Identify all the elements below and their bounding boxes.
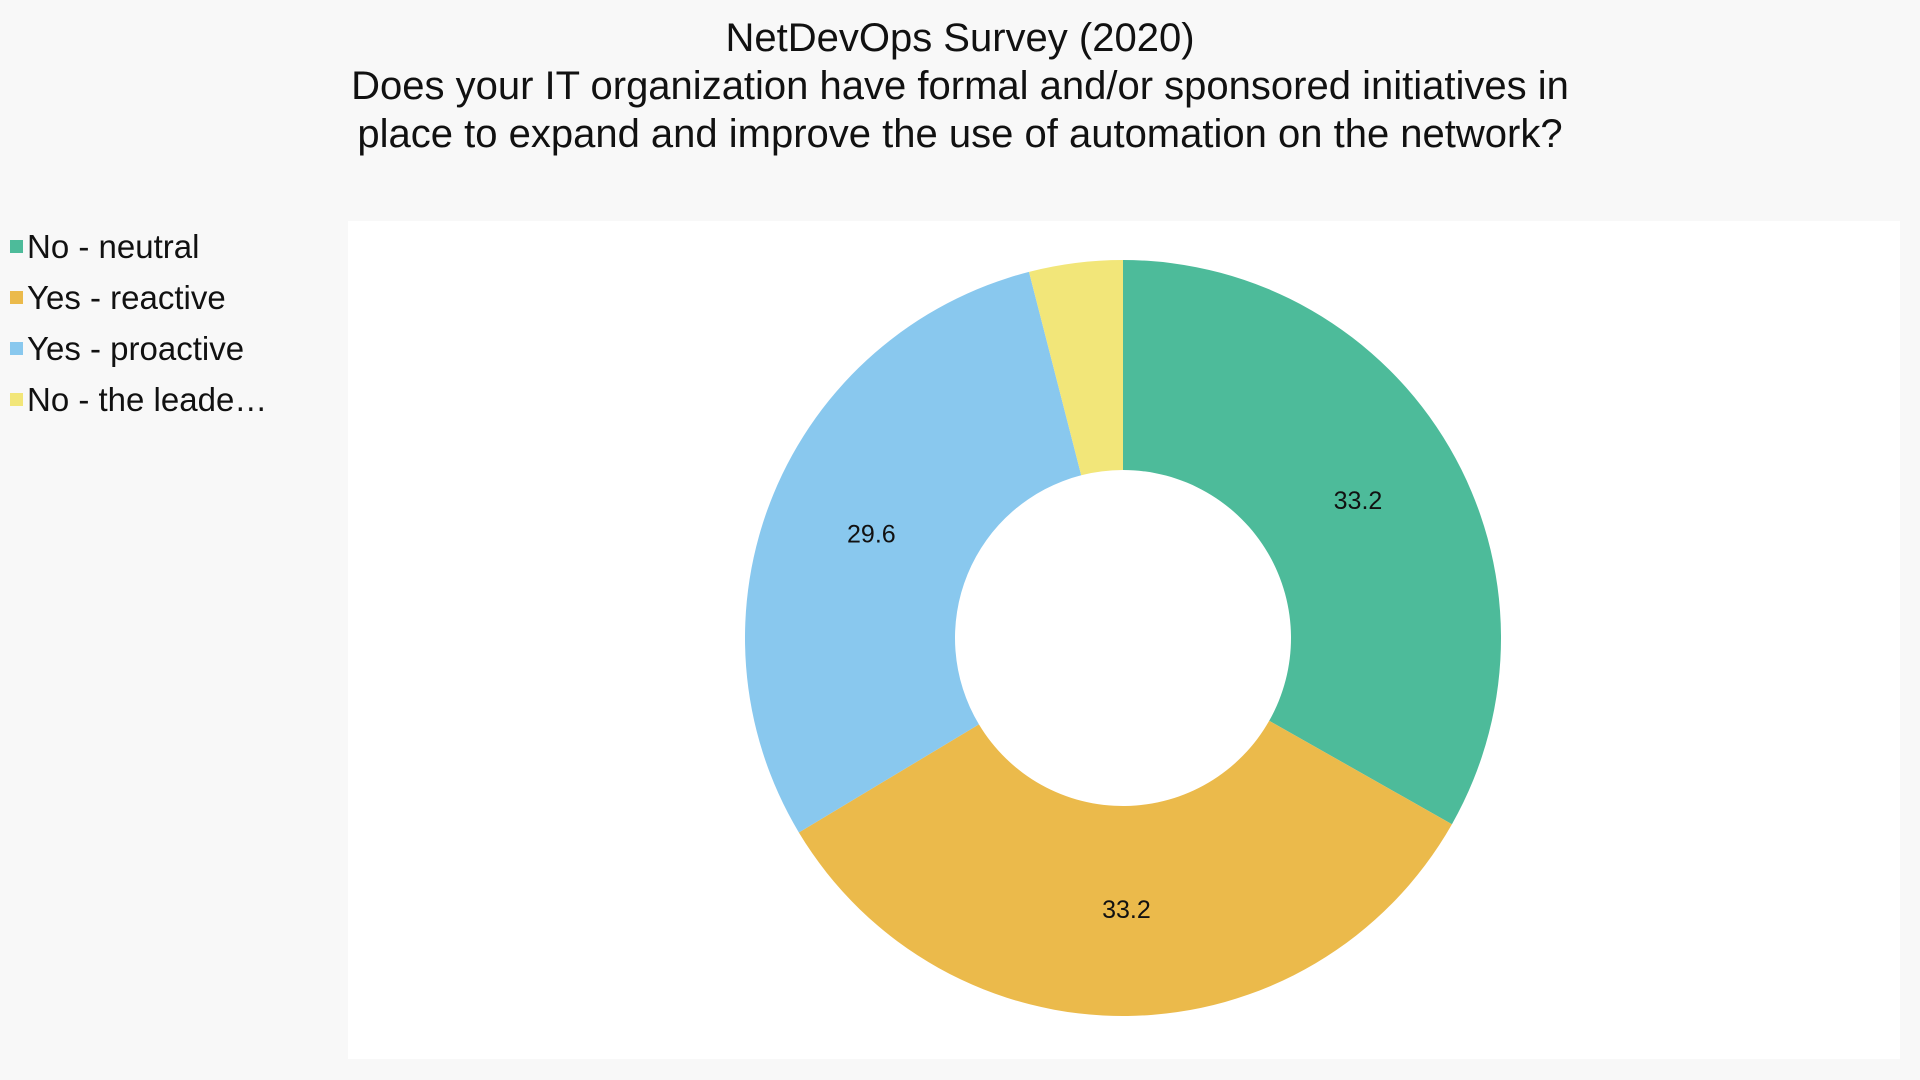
- plot-area: 33.2 33.2 29.6: [348, 221, 1900, 1059]
- data-label-1: 33.2: [1102, 896, 1151, 924]
- legend-label: No - neutral: [27, 227, 200, 265]
- legend-label: No - the leade…: [27, 380, 268, 418]
- donut-slice-3[interactable]: [1028, 260, 1123, 476]
- chart-title-block: NetDevOps Survey (2020) Does your IT org…: [0, 14, 1920, 158]
- legend-label: Yes - reactive: [27, 278, 226, 316]
- chart-title: NetDevOps Survey (2020): [725, 16, 1195, 60]
- chart-legend: No - neutral Yes - reactive Yes - proact…: [10, 221, 267, 425]
- legend-item-yes-proactive[interactable]: Yes - proactive: [10, 323, 267, 374]
- legend-swatch: [10, 240, 23, 253]
- data-label-0: 33.2: [1334, 487, 1383, 515]
- donut-slice-0[interactable]: [1123, 260, 1501, 825]
- legend-item-no-leadership[interactable]: No - the leade…: [10, 374, 267, 425]
- donut-chart: 33.2 33.2 29.6: [745, 260, 1501, 1016]
- chart-subtitle-line-1: Does your IT organization have formal an…: [351, 64, 1569, 108]
- donut-slice-1[interactable]: [798, 720, 1452, 1016]
- data-label-2: 29.6: [847, 521, 896, 549]
- legend-swatch: [10, 342, 23, 355]
- legend-swatch: [10, 393, 23, 406]
- legend-label: Yes - proactive: [27, 329, 245, 367]
- donut-slice-2[interactable]: [745, 271, 1082, 833]
- legend-swatch: [10, 291, 23, 304]
- chart-subtitle-line-2: place to expand and improve the use of a…: [357, 112, 1563, 156]
- legend-item-no-neutral[interactable]: No - neutral: [10, 221, 267, 272]
- legend-item-yes-reactive[interactable]: Yes - reactive: [10, 272, 267, 323]
